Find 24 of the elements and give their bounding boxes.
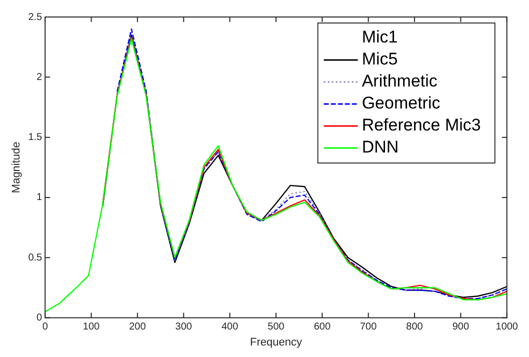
- y-axis-title: Magnitude: [10, 142, 23, 194]
- y-tick-label: 2.5: [28, 12, 43, 23]
- x-tick-label: 900: [452, 322, 470, 333]
- x-tick-label: 400: [221, 322, 239, 333]
- text: Mic1: [362, 28, 398, 47]
- y-tick-label: 1: [36, 192, 43, 204]
- y-tick-label: 1.5: [28, 132, 43, 144]
- x-tick-label: 700: [360, 322, 378, 333]
- legend-label: Geometric: [362, 94, 441, 113]
- x-tick-label: 300: [175, 322, 192, 333]
- x-tick-label: 200: [129, 322, 146, 333]
- legend-label: Mic5: [362, 50, 398, 69]
- x-axis-title: Frequency: [250, 336, 302, 348]
- x-tick-label: 1000: [496, 322, 518, 333]
- y-tick-label: 2: [36, 72, 43, 83]
- x-tick-label: 100: [82, 322, 100, 333]
- x-tick-label: 500: [268, 322, 285, 333]
- x-tick-label: 600: [314, 322, 331, 333]
- y-tick-label: 0: [36, 312, 43, 324]
- legend-label: Arithmetic: [362, 72, 438, 91]
- legend-label: Reference Mic3: [362, 116, 481, 135]
- x-tick-label: 800: [406, 322, 424, 333]
- legend-label: DNN: [362, 138, 399, 157]
- y-tick-label: 0.5: [28, 252, 43, 264]
